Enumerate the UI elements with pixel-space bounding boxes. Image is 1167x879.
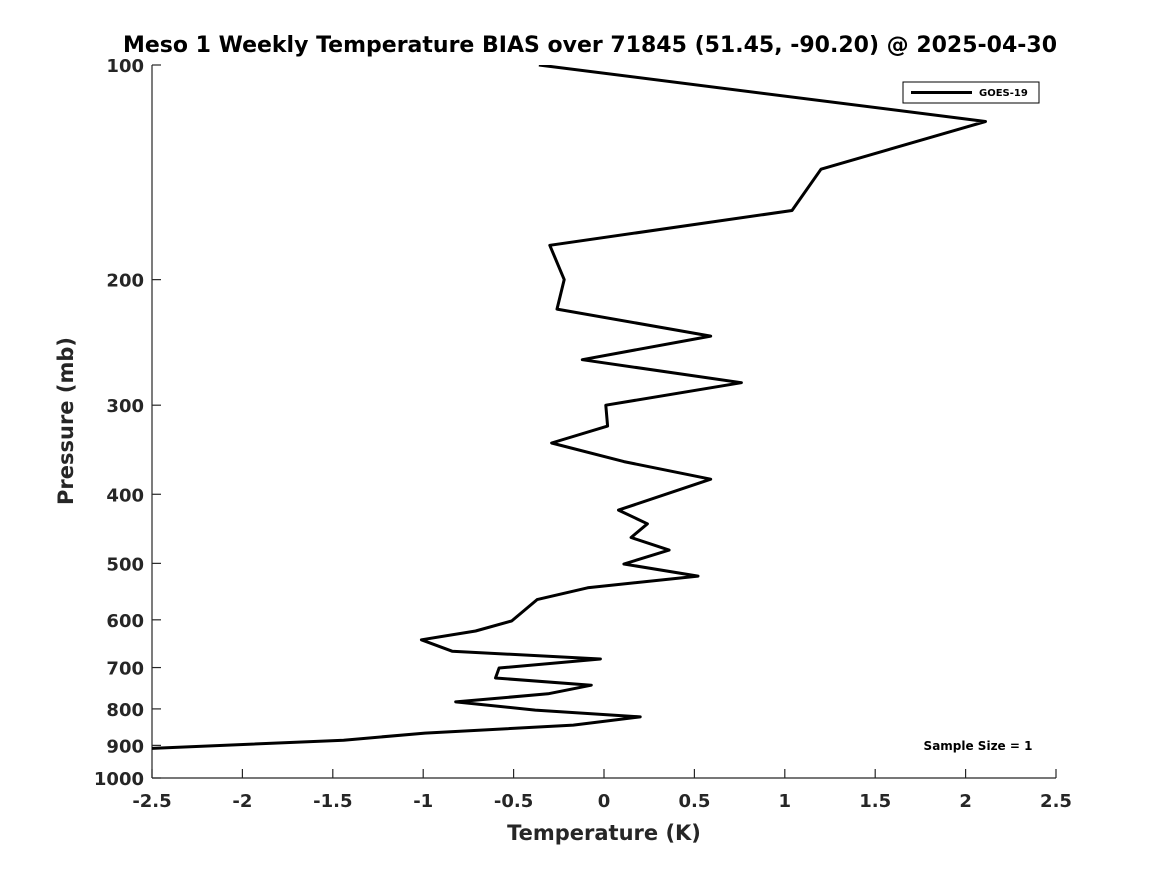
y-tick-label: 600 xyxy=(106,611,144,632)
legend-label-goes-19: GOES-19 xyxy=(979,88,1028,99)
sample-size-annotation: Sample Size = 1 xyxy=(924,739,1033,753)
x-tick-label: 2 xyxy=(959,791,972,812)
x-tick-label: -0.5 xyxy=(494,791,533,812)
x-axis-label: Temperature (K) xyxy=(507,821,701,845)
x-tick-label: 1 xyxy=(779,791,792,812)
y-tick-label: 400 xyxy=(106,485,144,506)
y-tick-label: 800 xyxy=(106,700,144,721)
y-axis-label: Pressure (mb) xyxy=(54,337,78,505)
x-tick-label: -1 xyxy=(413,791,433,812)
x-tick-label: 0 xyxy=(598,791,611,812)
y-tick-label: 500 xyxy=(106,554,144,575)
x-tick-label: 2.5 xyxy=(1040,791,1072,812)
series-line-goes-19 xyxy=(134,65,986,749)
y-tick-label: 200 xyxy=(106,271,144,292)
y-tick-label: 700 xyxy=(106,659,144,680)
y-tick-label: 1000 xyxy=(94,769,144,790)
x-tick-label: -1.5 xyxy=(313,791,352,812)
chart-title: Meso 1 Weekly Temperature BIAS over 7184… xyxy=(123,33,1057,58)
y-tick-label: 100 xyxy=(106,56,144,77)
x-tick-label: -2.5 xyxy=(132,791,171,812)
legend: GOES-19 xyxy=(903,82,1039,103)
x-tick-label: 0.5 xyxy=(678,791,710,812)
y-tick-label: 900 xyxy=(106,736,144,757)
x-tick-label: -2 xyxy=(232,791,252,812)
plot-area xyxy=(134,65,986,749)
y-tick-label: 300 xyxy=(106,396,144,417)
x-tick-label: 1.5 xyxy=(859,791,891,812)
